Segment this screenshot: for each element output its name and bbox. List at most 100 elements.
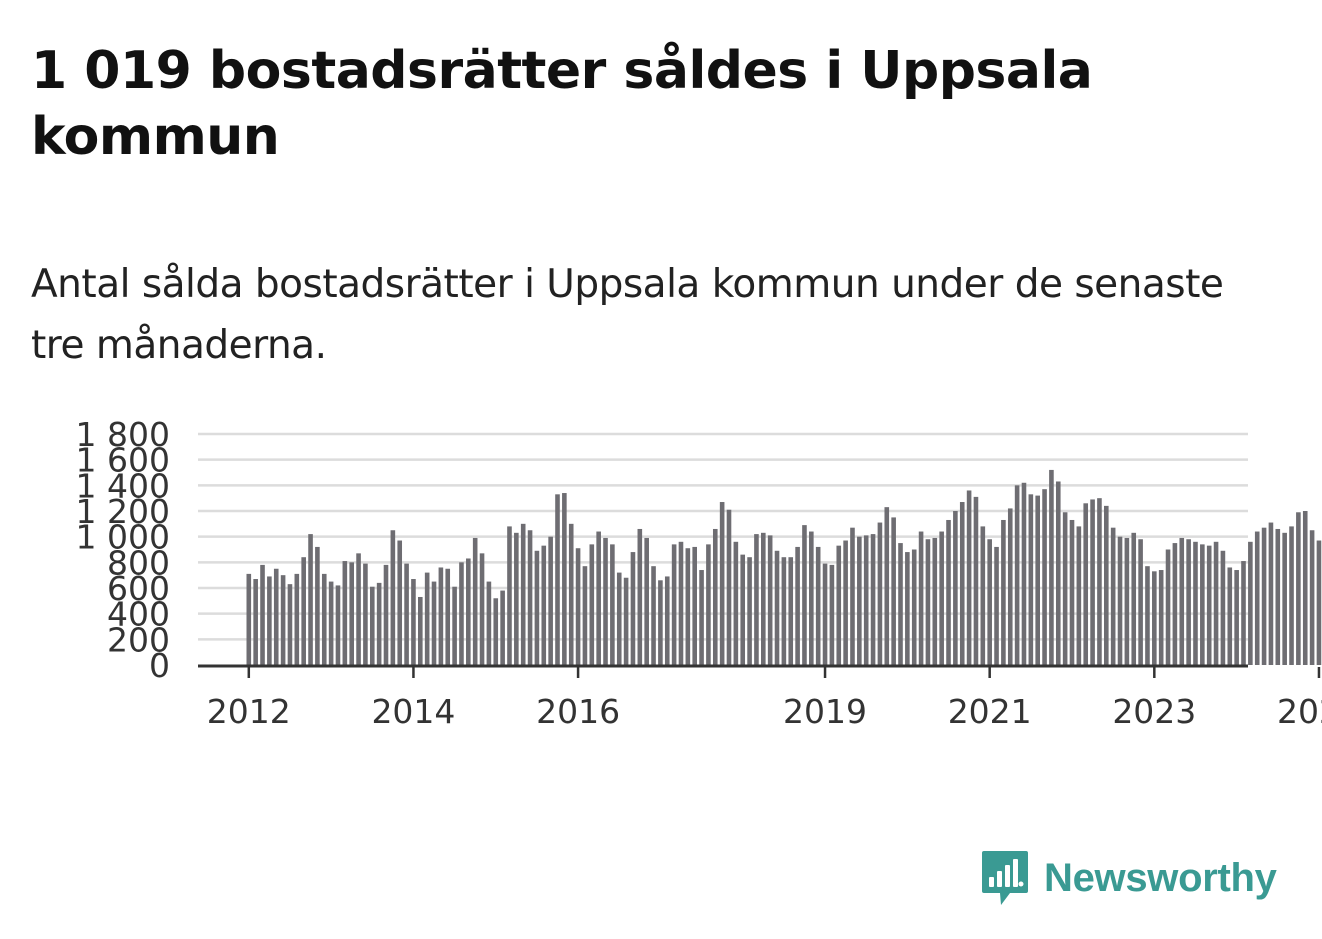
bar: [267, 576, 272, 665]
bar: [925, 539, 931, 665]
bar: [472, 537, 478, 665]
bar: [280, 575, 286, 665]
bar: [555, 494, 560, 665]
bar: [376, 582, 382, 665]
bar: [815, 546, 821, 665]
bar: [562, 493, 567, 665]
y-tick-label-800: 800: [107, 543, 170, 582]
bar: [479, 553, 485, 665]
bar: [671, 544, 677, 665]
bar: [1241, 561, 1246, 665]
bar: [953, 511, 958, 665]
bar: [1131, 532, 1137, 665]
bar: [527, 530, 533, 665]
bar: [1083, 503, 1089, 665]
bar: [1090, 499, 1095, 665]
y-tick-label-1600: 1 600: [76, 441, 170, 480]
bar: [898, 543, 903, 665]
bar-series: [246, 469, 1322, 665]
bar: [1282, 532, 1287, 665]
bar: [932, 537, 938, 665]
bar: [253, 579, 258, 665]
bar: [1296, 512, 1301, 665]
bar: [747, 557, 752, 665]
bar: [630, 552, 636, 665]
bar: [644, 537, 649, 665]
bar: [1268, 522, 1274, 665]
bar: [678, 541, 684, 665]
bar: [603, 537, 608, 665]
bar: [321, 573, 327, 665]
bar: [493, 598, 499, 665]
bar: [1254, 531, 1260, 665]
bar: [884, 507, 890, 665]
bar: [363, 563, 368, 665]
bar: [767, 535, 773, 665]
x-tick-label-2021: 2021: [948, 692, 1032, 731]
bar: [733, 541, 739, 665]
bar: [1186, 539, 1191, 665]
bar: [301, 557, 306, 665]
bar: [246, 573, 252, 665]
bar: [356, 553, 361, 665]
bar: [1097, 498, 1102, 665]
bar: [692, 546, 697, 665]
bar: [610, 544, 615, 665]
bar: [1165, 549, 1171, 665]
bar: [1227, 567, 1233, 665]
bar: [1049, 469, 1054, 665]
newsworthy-chat-chart-icon: [982, 851, 1028, 905]
y-tick-label-1800: 1 800: [76, 415, 170, 454]
bar: [568, 523, 574, 665]
chart-title: 1 019 bostadsrätter såldes i Uppsala kom…: [31, 41, 1093, 167]
bar: [987, 539, 992, 665]
bar: [273, 568, 279, 665]
bar: [911, 549, 917, 665]
chart-subtitle: Antal sålda bostadsrätter i Uppsala komm…: [31, 262, 1224, 368]
bar: [918, 531, 924, 665]
bar: [404, 563, 409, 665]
bar: [548, 536, 553, 665]
y-tick-label-1000: 1 000: [76, 518, 170, 557]
bar: [994, 546, 999, 665]
bar: [651, 566, 656, 665]
y-tick-label-600: 600: [107, 569, 170, 608]
bar: [699, 570, 704, 665]
bar: [905, 552, 910, 665]
bar: [466, 558, 471, 665]
bar: [1179, 537, 1185, 665]
bar: [658, 580, 663, 665]
newsworthy-logo: Newsworthy: [980, 846, 1277, 910]
bar: [1158, 570, 1164, 665]
bar: [1104, 505, 1109, 665]
bar: [829, 564, 835, 665]
bar: [1021, 482, 1027, 665]
bar: [795, 546, 800, 665]
bar: [260, 564, 265, 665]
bar: [877, 522, 883, 665]
x-tick-label-2019: 2019: [783, 692, 867, 731]
bar: [1069, 519, 1075, 665]
bar: [973, 496, 979, 665]
bar: [575, 548, 581, 665]
bar: [335, 585, 341, 665]
bar: [390, 530, 396, 665]
bar: [891, 517, 896, 665]
y-tick-label-1200: 1 200: [76, 492, 170, 531]
bar: [946, 519, 951, 665]
bar: [843, 540, 848, 665]
bar: [850, 527, 855, 665]
bar: [1316, 540, 1322, 665]
bar: [726, 509, 732, 665]
bar: [397, 540, 403, 665]
bar: [349, 562, 354, 665]
bar: [1309, 530, 1315, 665]
bar: [1302, 511, 1308, 665]
bar: [1213, 541, 1219, 665]
y-tick-label-400: 400: [107, 595, 170, 634]
brand-name: Newsworthy: [1044, 855, 1277, 900]
bar: [1145, 566, 1150, 665]
bar: [1289, 526, 1294, 665]
bar: [486, 581, 492, 665]
